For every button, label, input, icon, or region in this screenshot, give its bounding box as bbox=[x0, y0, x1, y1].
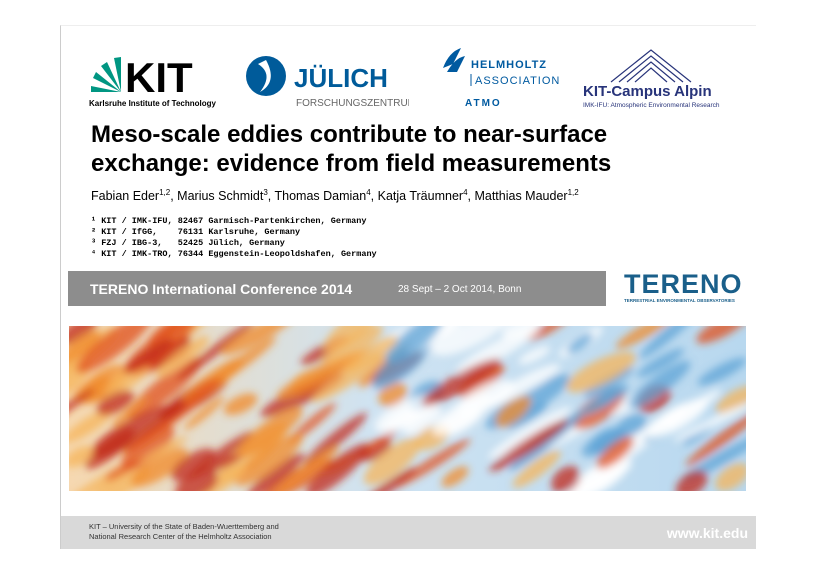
author-affiliation: 1,2 bbox=[567, 188, 579, 197]
eddy-image bbox=[69, 326, 746, 491]
title: Meso-scale eddies contribute to near-sur… bbox=[91, 120, 611, 178]
footer-text: KIT – University of the State of Baden-W… bbox=[89, 522, 279, 542]
footer: KIT – University of the State of Baden-W… bbox=[61, 516, 756, 549]
title-line: exchange: evidence from field measuremen… bbox=[91, 150, 612, 177]
footer-line: KIT – University of the State of Baden-W… bbox=[89, 522, 279, 531]
kit-mark: KIT bbox=[125, 54, 193, 101]
conference-name: TERENO International Conference 2014 bbox=[90, 281, 353, 297]
helmholtz-logo: HELMHOLTZ ASSOCIATION ATMO bbox=[443, 48, 559, 109]
conference-details: 28 Sept – 2 Oct 2014, Bonn bbox=[398, 284, 522, 295]
affiliation: ⁴ KIT / IMK-TRO, 76344 Eggenstein-Leopol… bbox=[91, 249, 377, 259]
tereno-name: TERENO bbox=[624, 269, 743, 299]
helmholtz-line1: HELMHOLTZ bbox=[471, 59, 547, 71]
campus-name: KIT-Campus Alpin bbox=[583, 83, 712, 100]
juelich-name: JÜLICH bbox=[294, 63, 388, 93]
kit-logo: KIT Karlsruhe Institute of Technology bbox=[89, 54, 217, 108]
affiliation: ³ FZJ / IBG-3, 52425 Jülich, Germany bbox=[91, 238, 285, 248]
author-affiliation: 4 bbox=[463, 188, 468, 197]
author-name: , Matthias Mauder bbox=[467, 189, 568, 204]
author-name: , Thomas Damian bbox=[267, 189, 367, 204]
campus-logo: KIT-Campus Alpin IMK-IFU: Atmospheric En… bbox=[583, 49, 720, 109]
author-affiliation: 3 bbox=[263, 188, 268, 197]
title-line: Meso-scale eddies contribute to near-sur… bbox=[91, 121, 608, 148]
tereno-logo: TERENO TERRESTRIAL ENVIRONMENTAL OBSERVA… bbox=[624, 270, 749, 303]
affiliation: ¹ KIT / IMK-IFU, 82467 Garmisch-Partenki… bbox=[91, 216, 367, 226]
slide: KIT Karlsruhe Institute of Technology JÜ… bbox=[60, 25, 756, 549]
juelich-logo: JÜLICH FORSCHUNGSZENTRUM bbox=[246, 56, 409, 109]
helmholtz-line2: ASSOCIATION bbox=[475, 75, 559, 87]
helmholtz-sub: ATMO bbox=[465, 98, 502, 109]
author-name: , Marius Schmidt bbox=[170, 189, 264, 204]
author-affiliation: 4 bbox=[366, 188, 371, 197]
author-name: Fabian Eder bbox=[91, 189, 160, 204]
affiliations: ¹ KIT / IMK-IFU, 82467 Garmisch-Partenki… bbox=[91, 216, 377, 260]
author-affiliation: 1,2 bbox=[159, 188, 171, 197]
kit-caption: Karlsruhe Institute of Technology bbox=[89, 99, 217, 108]
author-name: , Katja Träumner bbox=[370, 189, 464, 204]
conference-band: TERENO International Conference 2014 28 … bbox=[68, 271, 606, 306]
authors: Fabian Eder1,2, Marius Schmidt3, Thomas … bbox=[91, 188, 579, 203]
juelich-caption: FORSCHUNGSZENTRUM bbox=[296, 98, 409, 109]
affiliation: ² KIT / IfGG, 76131 Karlsruhe, Germany bbox=[91, 227, 301, 237]
tereno-caption: TERRESTRIAL ENVIRONMENTAL OBSERVATORIES bbox=[624, 298, 735, 303]
footer-line: National Research Center of the Helmholt… bbox=[89, 532, 272, 541]
footer-url: www.kit.edu bbox=[666, 525, 748, 541]
campus-caption: IMK-IFU: Atmospheric Environmental Resea… bbox=[583, 102, 720, 109]
